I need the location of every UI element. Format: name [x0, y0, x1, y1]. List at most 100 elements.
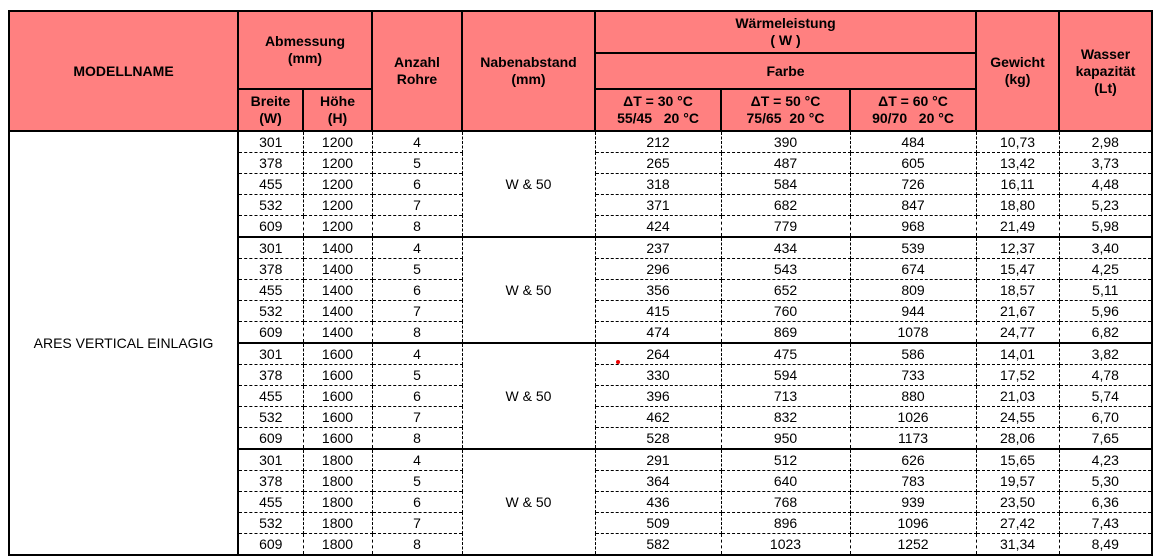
cell-dt60: 726: [849, 173, 977, 195]
cell-wasserkapazitaet: 6,36: [1058, 491, 1154, 513]
cell-breite: 532: [237, 512, 304, 534]
cell-breite: 532: [237, 300, 304, 322]
cell-breite: 455: [237, 491, 304, 513]
cell-gewicht: 17,52: [975, 364, 1060, 386]
cell-dt50: 434: [720, 236, 851, 259]
cell-gewicht: 10,73: [975, 130, 1060, 153]
cell-hoehe: 1800: [302, 512, 373, 534]
cell-gewicht: 21,67: [975, 300, 1060, 322]
cell-wasserkapazitaet: 2,98: [1058, 130, 1154, 153]
table-row: 455 1400 6 356 652 809 18,57 5,11: [9, 279, 1154, 301]
cell-wasserkapazitaet: 5,96: [1058, 300, 1154, 322]
table-row: ARES VERTICAL EINLAGIG 301 1200 4 W & 50 212 3…: [8, 130, 1154, 556]
table-row: 609 1800 8 582 1023 1252 31,34 8,49: [9, 533, 1154, 556]
cell-wasserkapazitaet: 6,70: [1058, 406, 1154, 428]
header-breite: Breite (W): [237, 88, 304, 132]
cell-dt50: 1023: [720, 533, 851, 556]
cell-gewicht: 27,42: [975, 512, 1060, 534]
cell-breite: 378: [237, 258, 304, 280]
cell-dt30: 462: [594, 406, 722, 428]
cell-dt50: 652: [720, 279, 851, 301]
cell-dt60: 783: [849, 470, 977, 492]
table-row: 609 1600 8 528 950 1173 28,06 7,65: [9, 427, 1154, 450]
model-name-cell: ARES VERTICAL EINLAGIG: [8, 130, 239, 556]
cell-wasserkapazitaet: 7,65: [1058, 427, 1154, 450]
cell-dt50: 487: [720, 152, 851, 174]
header-farbe: Farbe: [593, 52, 978, 90]
cell-gewicht: 21,03: [975, 385, 1060, 407]
cell-dt30: 582: [594, 533, 722, 556]
cell-gewicht: 15,47: [975, 258, 1060, 280]
cell-anzahl-rohre: 8: [371, 215, 463, 238]
cell-dt30: 371: [594, 194, 722, 216]
nabenabstand-cell: W & 50: [461, 130, 596, 238]
cell-anzahl-rohre: 5: [371, 364, 463, 386]
cell-breite: 301: [237, 342, 304, 365]
cell-dt30: 291: [594, 448, 722, 471]
cell-wasserkapazitaet: 8,49: [1058, 533, 1154, 556]
cell-wasserkapazitaet: 3,73: [1058, 152, 1154, 174]
cell-hoehe: 1200: [302, 130, 373, 153]
cell-dt60: 944: [849, 300, 977, 322]
cell-hoehe: 1400: [302, 279, 373, 301]
cell-wasserkapazitaet: 5,11: [1058, 279, 1154, 301]
cell-breite: 532: [237, 194, 304, 216]
table-body: ARES VERTICAL EINLAGIG 301 1200 4 W & 50 212 3…: [8, 130, 1154, 556]
nabenabstand-cell: W & 50: [461, 236, 596, 344]
cell-anzahl-rohre: 4: [371, 130, 463, 153]
cell-hoehe: 1400: [302, 258, 373, 280]
cell-wasserkapazitaet: 5,74: [1058, 385, 1154, 407]
cell-dt50: 640: [720, 470, 851, 492]
cell-dt50: 950: [720, 427, 851, 450]
cell-anzahl-rohre: 5: [371, 152, 463, 174]
cell-breite: 532: [237, 406, 304, 428]
cell-dt60: 484: [849, 130, 977, 153]
cell-dt60: 968: [849, 215, 977, 238]
cell-dt30: 509: [594, 512, 722, 534]
cell-breite: 378: [237, 364, 304, 386]
header-dt50: ΔT = 50 °C 75/65 20 °C: [720, 88, 851, 132]
cell-gewicht: 12,37: [975, 236, 1060, 259]
cell-anzahl-rohre: 6: [371, 173, 463, 195]
header-dt60: ΔT = 60 °C 90/70 20 °C: [848, 88, 978, 132]
cell-wasserkapazitaet: 4,23: [1058, 448, 1154, 471]
cell-hoehe: 1600: [302, 406, 373, 428]
cell-hoehe: 1600: [302, 364, 373, 386]
cell-dt50: 713: [720, 385, 851, 407]
cell-dt30: 212: [594, 130, 722, 153]
cell-dt30: 528: [594, 427, 722, 450]
cell-gewicht: 31,34: [975, 533, 1060, 556]
cell-anzahl-rohre: 8: [371, 533, 463, 556]
nabenabstand-cell: W & 50: [461, 342, 596, 450]
cell-dt60: 880: [849, 385, 977, 407]
table-row: 532 1400 7 415 760 944 21,67 5,96: [9, 300, 1154, 322]
cell-hoehe: 1200: [302, 173, 373, 195]
cell-dt60: 809: [849, 279, 977, 301]
cell-dt30: 474: [594, 321, 722, 344]
cell-dt30: 415: [594, 300, 722, 322]
red-marker-dot: [616, 360, 620, 364]
cell-anzahl-rohre: 6: [371, 491, 463, 513]
table-row: 301 1800 4 W & 50 291 512 626 15,65 4,23: [9, 448, 1154, 556]
cell-hoehe: 1600: [302, 427, 373, 450]
cell-dt30: 330: [594, 364, 722, 386]
cell-dt50: 594: [720, 364, 851, 386]
cell-anzahl-rohre: 7: [371, 194, 463, 216]
cell-hoehe: 1200: [302, 194, 373, 216]
cell-dt60: 605: [849, 152, 977, 174]
cell-gewicht: 28,06: [975, 427, 1060, 450]
cell-breite: 378: [237, 470, 304, 492]
cell-gewicht: 13,42: [975, 152, 1060, 174]
cell-breite: 455: [237, 173, 304, 195]
cell-breite: 455: [237, 279, 304, 301]
cell-dt30: 264: [594, 342, 722, 365]
cell-breite: 609: [237, 215, 304, 238]
radiator-spec-table: MODELLNAME Abmessung (mm) Anzahl Rohre N…: [8, 10, 1154, 556]
cell-anzahl-rohre: 6: [371, 385, 463, 407]
cell-dt50: 682: [720, 194, 851, 216]
cell-hoehe: 1800: [302, 470, 373, 492]
header-hoehe: Höhe (H): [302, 88, 373, 132]
table-row: 378 1600 5 330 594 733 17,52 4,78: [9, 364, 1154, 386]
cell-wasserkapazitaet: 4,48: [1058, 173, 1154, 195]
cell-dt30: 364: [594, 470, 722, 492]
